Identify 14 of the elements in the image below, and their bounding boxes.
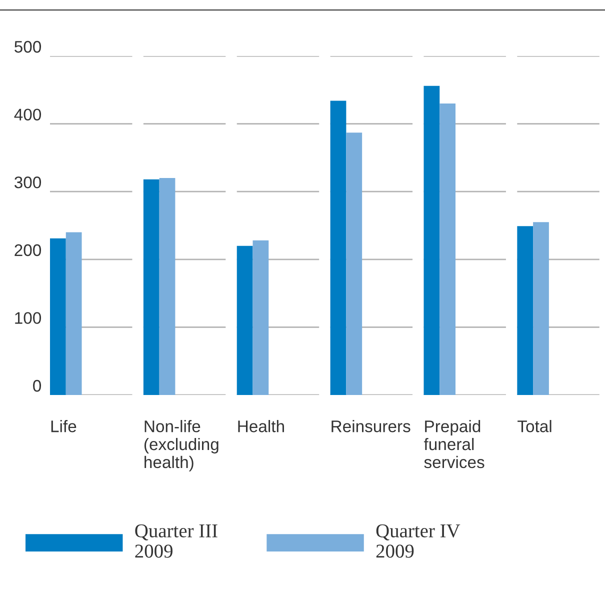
y-tick-label: 400 (14, 108, 42, 121)
x-tick-label: Life (51, 420, 76, 432)
y-tick-label: 300 (14, 176, 42, 188)
x-tick-label: Prepaid funeral services (424, 420, 484, 468)
legend-label: Quarter IV 2009 (376, 524, 460, 558)
y-tick-label: 100 (15, 312, 42, 324)
x-tick-label: Non-life (excluding health) (144, 420, 218, 472)
x-tick-label: Reinsurers (332, 420, 410, 432)
x-tick-label: Health (238, 420, 284, 432)
y-tick-label: 0 (33, 380, 42, 392)
legend-label: Quarter III 2009 (135, 524, 218, 558)
x-tick-label: Total (518, 420, 552, 432)
y-tick-label: 500 (14, 40, 42, 53)
y-tick-label: 200 (14, 244, 42, 256)
